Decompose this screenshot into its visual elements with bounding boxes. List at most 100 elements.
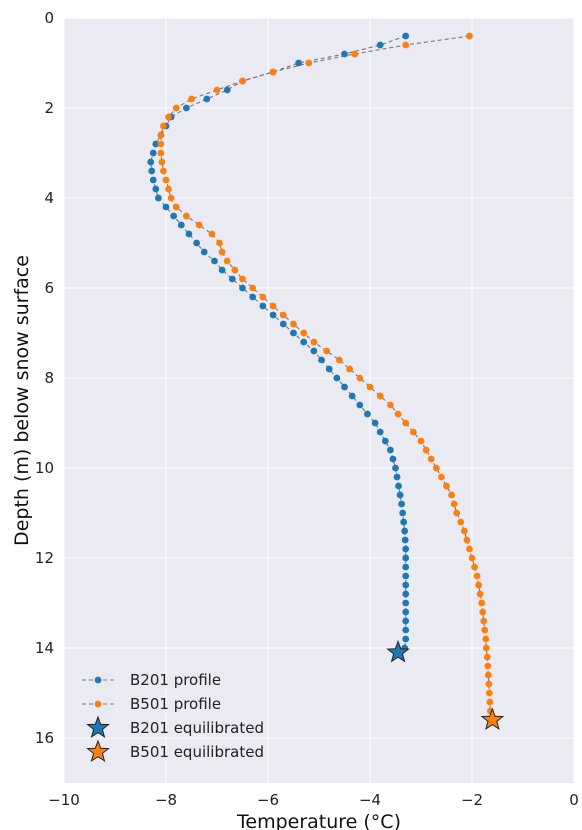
data-point [475, 581, 483, 589]
plot-area [64, 18, 574, 783]
data-point [152, 185, 160, 193]
data-point [422, 446, 430, 454]
legend-marker [94, 676, 102, 684]
data-point [466, 545, 473, 553]
data-point [366, 383, 374, 391]
data-point [160, 122, 167, 130]
x-axis-label: Temperature (°C) [236, 811, 401, 830]
data-point [341, 383, 348, 391]
data-point [310, 347, 318, 355]
legend-label: B501 equilibrated [130, 743, 264, 761]
data-point [400, 518, 408, 526]
data-point [402, 590, 410, 598]
data-point [402, 617, 410, 625]
data-point [402, 626, 410, 634]
legend-label: B501 profile [130, 695, 221, 713]
data-point [371, 419, 379, 427]
data-point [402, 635, 410, 643]
data-point [167, 194, 175, 202]
data-point [417, 437, 425, 445]
x-tick-label: −2 [461, 791, 483, 809]
data-point [325, 365, 333, 373]
data-point [376, 41, 384, 49]
data-point [479, 608, 487, 616]
data-point [269, 68, 277, 76]
data-point [438, 473, 445, 481]
data-point [269, 302, 277, 310]
data-point [160, 167, 167, 175]
data-point [157, 140, 165, 148]
x-tick-labels: −10 −8 −6 −4 −2 0 [48, 791, 579, 809]
y-tick-labels: 0 2 4 6 8 10 12 14 16 [35, 9, 54, 747]
data-point [318, 356, 325, 364]
data-point [341, 50, 348, 58]
data-point [249, 293, 257, 301]
data-point [172, 203, 180, 211]
legend: B201 profile B501 profile B201 equilibrate… [82, 671, 264, 763]
data-point [188, 95, 195, 103]
data-point [402, 599, 410, 607]
data-point [389, 455, 397, 463]
data-markers [147, 32, 505, 731]
data-point [269, 311, 277, 319]
data-point [364, 410, 371, 418]
data-point [158, 158, 166, 166]
legend-marker [94, 700, 102, 708]
data-point [395, 482, 402, 490]
data-point [392, 464, 399, 472]
data-point [157, 131, 165, 139]
data-point [387, 446, 394, 454]
data-point [448, 491, 455, 499]
data-point [346, 365, 353, 373]
data-point [376, 428, 384, 436]
data-point [460, 527, 468, 535]
data-point [401, 536, 409, 544]
x-tick-label: −4 [359, 791, 381, 809]
y-tick-label: 8 [44, 369, 54, 387]
data-point [183, 212, 190, 220]
data-point [484, 671, 492, 679]
data-point [463, 536, 471, 544]
y-tick-label: 10 [35, 459, 54, 477]
x-tick-label: −8 [155, 791, 177, 809]
data-point [387, 401, 394, 409]
data-point [356, 374, 364, 382]
data-point [172, 104, 180, 112]
data-point [402, 419, 410, 427]
y-tick-label: 16 [35, 729, 54, 747]
y-tick-label: 12 [35, 549, 54, 567]
legend-label: B201 profile [130, 671, 221, 689]
data-point [482, 635, 490, 643]
data-point [486, 698, 494, 706]
data-point [333, 374, 341, 382]
data-point [478, 599, 486, 607]
data-point [211, 257, 218, 265]
data-point [468, 554, 476, 562]
data-point [177, 221, 185, 229]
data-point [351, 50, 359, 58]
legend-label: B201 equilibrated [130, 719, 264, 737]
data-point [310, 338, 318, 346]
data-point [471, 563, 478, 571]
data-point [398, 500, 406, 508]
data-point [480, 617, 488, 625]
data-point [396, 491, 404, 499]
data-point [485, 680, 493, 688]
data-point [409, 428, 417, 436]
legend-item: B201 profile [82, 671, 221, 689]
data-point [218, 266, 226, 274]
data-point [295, 59, 302, 67]
data-point [279, 320, 287, 328]
y-tick-label: 2 [44, 99, 54, 117]
y-tick-label: 4 [44, 189, 54, 207]
data-point [394, 410, 402, 418]
data-point [432, 464, 440, 472]
data-point [152, 140, 160, 148]
data-point [154, 194, 162, 202]
data-point [427, 455, 435, 463]
data-point [203, 95, 211, 103]
data-point [216, 239, 223, 247]
data-point [402, 581, 410, 589]
data-point [231, 266, 239, 274]
